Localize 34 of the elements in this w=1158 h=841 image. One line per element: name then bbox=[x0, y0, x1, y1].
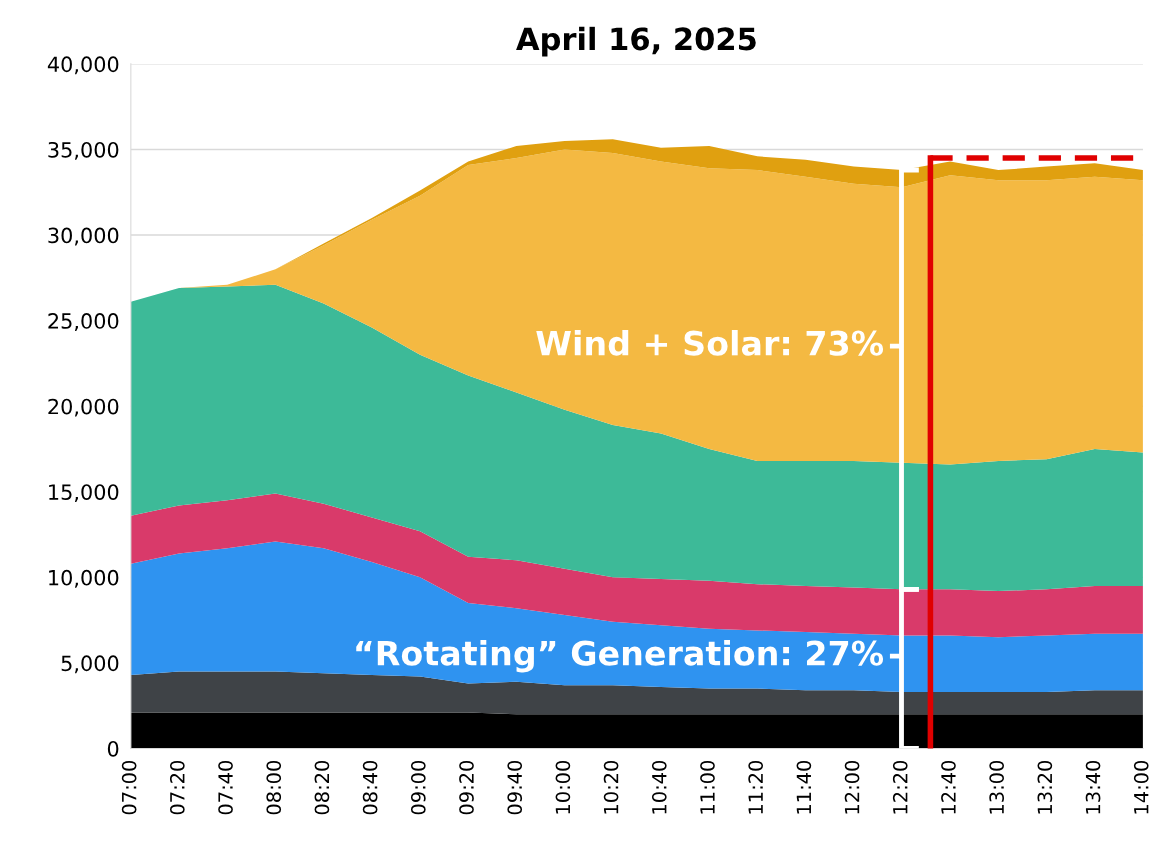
x-tick-label: 09:40 bbox=[507, 760, 523, 815]
x-tick-label: 10:20 bbox=[603, 760, 619, 814]
x-tick-label: 12:20 bbox=[892, 760, 908, 814]
x-tick-label: 14:00 bbox=[1133, 760, 1149, 814]
x-tick-label: 08:00 bbox=[266, 760, 282, 815]
x-tick-label: 07:20 bbox=[169, 760, 185, 815]
y-tick-label: 10,000 bbox=[49, 569, 119, 588]
x-tick-label: 11:40 bbox=[796, 760, 812, 814]
x-tick-label: 08:40 bbox=[362, 760, 378, 815]
y-tick-label: 40,000 bbox=[47, 56, 119, 75]
chart-title: April 16, 2025 bbox=[516, 26, 756, 57]
y-tick-label: 15,000 bbox=[49, 484, 119, 503]
x-tick-label: 13:20 bbox=[1037, 760, 1053, 814]
x-tick-label: 10:40 bbox=[651, 760, 667, 814]
y-tick-label: 5,000 bbox=[61, 655, 119, 674]
annotation: Wind + Solar: 73% bbox=[536, 330, 884, 356]
y-tick-label: 25,000 bbox=[48, 313, 119, 331]
x-tick-label: 12:00 bbox=[844, 760, 860, 814]
x-tick-label: 09:20 bbox=[459, 760, 474, 815]
annotation: “Rotating” Generation: 27% bbox=[356, 639, 884, 673]
x-tick-label: 13:00 bbox=[989, 760, 1004, 814]
x-tick-label: 08:20 bbox=[314, 760, 330, 815]
y-tick-label: 35,000 bbox=[48, 141, 119, 160]
x-tick-label: 09:00 bbox=[410, 760, 426, 815]
y-tick-label: 20,000 bbox=[48, 398, 119, 417]
x-tick-label: 13:40 bbox=[1085, 760, 1101, 814]
x-tick-label: 12:40 bbox=[941, 760, 956, 814]
x-tick-label: 11:20 bbox=[748, 760, 764, 814]
y-tick-label: 0 bbox=[107, 740, 119, 757]
y-tick-label: 30,000 bbox=[48, 227, 119, 246]
x-tick-label: 07:40 bbox=[218, 760, 233, 815]
x-tick-label: 11:00 bbox=[700, 760, 715, 814]
x-tick-label: 07:00 bbox=[121, 760, 137, 815]
x-tick-label: 10:00 bbox=[555, 760, 571, 814]
